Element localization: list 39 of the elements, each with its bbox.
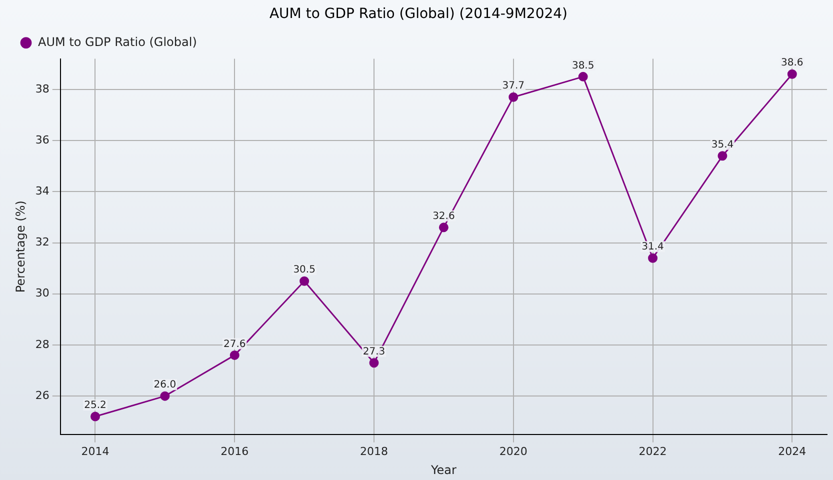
data-label: 26.0 bbox=[154, 380, 176, 391]
y-axis-title: Percentage (%) bbox=[13, 200, 28, 293]
point bbox=[648, 253, 658, 263]
x-tick-label: 2020 bbox=[499, 444, 528, 458]
data-label: 35.4 bbox=[711, 139, 734, 150]
y-tick-label: 34 bbox=[35, 184, 50, 198]
x-tick-label: 2016 bbox=[220, 444, 249, 458]
x-tick-label: 2014 bbox=[81, 444, 110, 458]
x-tick-label: 2024 bbox=[778, 444, 806, 458]
data-label: 38.6 bbox=[781, 58, 804, 69]
point bbox=[160, 391, 170, 401]
data-label: 37.7 bbox=[502, 80, 525, 92]
data-label: 31.4 bbox=[642, 242, 664, 253]
point bbox=[90, 412, 100, 422]
x-tick-label: 2018 bbox=[360, 444, 388, 458]
data-label: 38.5 bbox=[572, 60, 594, 72]
data-label: 25.2 bbox=[84, 400, 106, 412]
y-tick-label: 38 bbox=[35, 82, 50, 96]
data-label: 27.6 bbox=[223, 338, 246, 350]
data-label: 30.5 bbox=[293, 264, 316, 276]
y-tick-label: 32 bbox=[35, 236, 50, 249]
point bbox=[787, 69, 797, 79]
data-label: 27.3 bbox=[362, 346, 386, 358]
point bbox=[230, 350, 240, 360]
point bbox=[438, 222, 448, 232]
point bbox=[369, 358, 379, 368]
point bbox=[718, 151, 728, 161]
y-tick-label: 26 bbox=[35, 388, 50, 402]
point bbox=[508, 92, 518, 102]
x-tick-label: 2022 bbox=[638, 444, 667, 458]
y-tick-label: 36 bbox=[35, 133, 50, 146]
point bbox=[578, 72, 588, 82]
chart-title: AUM to GDP Ratio (Global) (2014-9M2024) bbox=[269, 6, 568, 22]
legend-label: AUM to GDP Ratio (Global) bbox=[38, 34, 197, 49]
data-label: 32.6 bbox=[432, 211, 455, 222]
y-tick-label: 30 bbox=[35, 286, 50, 300]
y-tick-label: 28 bbox=[35, 338, 50, 351]
point bbox=[300, 276, 310, 286]
x-axis-title: Year bbox=[430, 462, 456, 477]
